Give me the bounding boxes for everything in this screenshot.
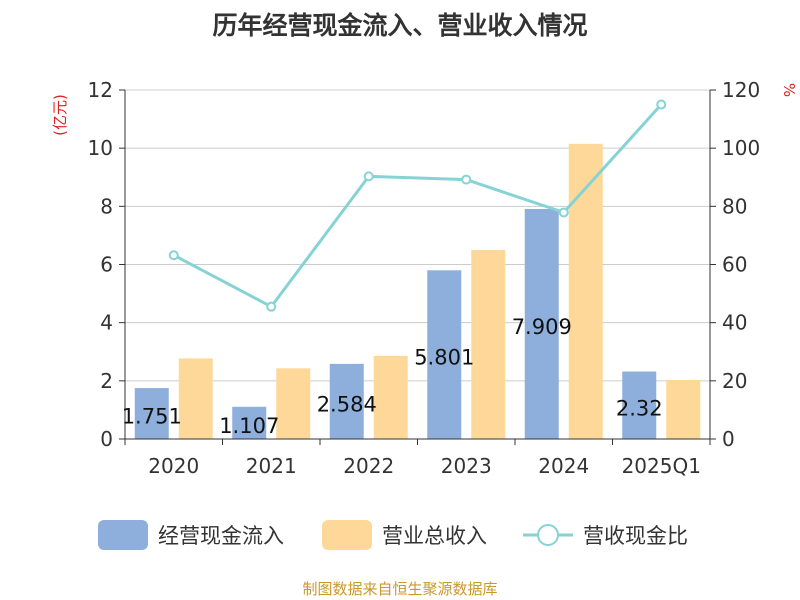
right-tick-label: 60 — [722, 253, 747, 277]
right-tick-label: 120 — [722, 78, 760, 102]
bar-data-label: 7.909 — [512, 315, 572, 339]
bar-cash-inflow — [427, 270, 462, 439]
right-tick-label: 0 — [722, 427, 735, 451]
legend-label: 营收现金比 — [583, 524, 688, 548]
bar-data-label: 2.32 — [616, 396, 663, 420]
bar-cash-inflow — [622, 371, 657, 439]
bar-data-label: 5.801 — [414, 346, 474, 370]
bar-revenue — [471, 249, 506, 439]
x-tick-label: 2023 — [441, 454, 492, 478]
right-tick-label: 40 — [722, 311, 747, 335]
legend: 经营现金流入 营业总收入 营收现金比 — [98, 520, 688, 550]
bar-revenue — [568, 143, 603, 439]
bar-cash-inflow — [329, 363, 364, 439]
source-note: 制图数据来自恒生聚源数据库 — [302, 580, 497, 598]
bars — [134, 143, 701, 439]
right-tick-label: 80 — [722, 194, 747, 218]
x-tick-label: 2024 — [538, 454, 589, 478]
chart-title: 历年经营现金流入、营业收入情况 — [212, 11, 587, 40]
x-tick-label: 2021 — [246, 454, 297, 478]
ratio-point — [168, 250, 179, 261]
bar-revenue — [373, 355, 408, 439]
ratio-line-path — [173, 103, 663, 309]
right-tick-label: 100 — [722, 136, 760, 160]
bar-data-label: 1.751 — [122, 405, 182, 429]
bar-labels: 1.751 1.107 2.584 5.801 7.909 2.32 — [122, 315, 663, 438]
bar-cash-inflow — [524, 208, 559, 439]
left-tick-label: 0 — [100, 427, 113, 451]
ratio-line — [168, 99, 667, 312]
bar-cash-inflow — [134, 388, 169, 439]
ratio-point — [656, 99, 667, 110]
legend-label: 营业总收入 — [382, 524, 487, 548]
bar-revenue — [178, 358, 213, 439]
right-axis-unit: % — [780, 83, 798, 97]
bar-data-label: 2.584 — [317, 392, 377, 416]
bar-revenue — [666, 379, 701, 439]
grid-lines — [125, 89, 710, 382]
left-tick-label: 8 — [100, 194, 113, 218]
right-tick-label: 20 — [722, 369, 747, 393]
bar-cash-inflow — [232, 406, 267, 439]
ratio-point — [266, 301, 277, 312]
bar-data-label: 1.107 — [219, 414, 279, 438]
x-tick-label: 2020 — [148, 454, 199, 478]
ratio-point — [363, 171, 374, 182]
legend-label: 经营现金流入 — [158, 524, 284, 548]
legend-swatch — [322, 520, 372, 550]
left-tick-label: 4 — [100, 311, 113, 335]
x-tick-label: 2022 — [343, 454, 394, 478]
ratio-point — [558, 207, 569, 218]
bar-revenue — [276, 368, 311, 439]
x-tick-label: 2025Q1 — [622, 454, 701, 478]
legend-swatch — [98, 520, 148, 550]
left-tick-label: 12 — [88, 78, 113, 102]
left-tick-label: 6 — [100, 253, 113, 277]
left-tick-label: 2 — [100, 369, 113, 393]
left-tick-label: 10 — [88, 136, 113, 160]
ratio-point — [461, 174, 472, 185]
left-axis-unit: (亿元) — [51, 94, 69, 136]
legend-line-marker — [537, 524, 559, 546]
